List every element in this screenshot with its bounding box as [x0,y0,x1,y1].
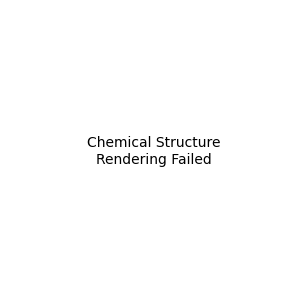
Text: Chemical Structure
Rendering Failed: Chemical Structure Rendering Failed [87,136,220,166]
